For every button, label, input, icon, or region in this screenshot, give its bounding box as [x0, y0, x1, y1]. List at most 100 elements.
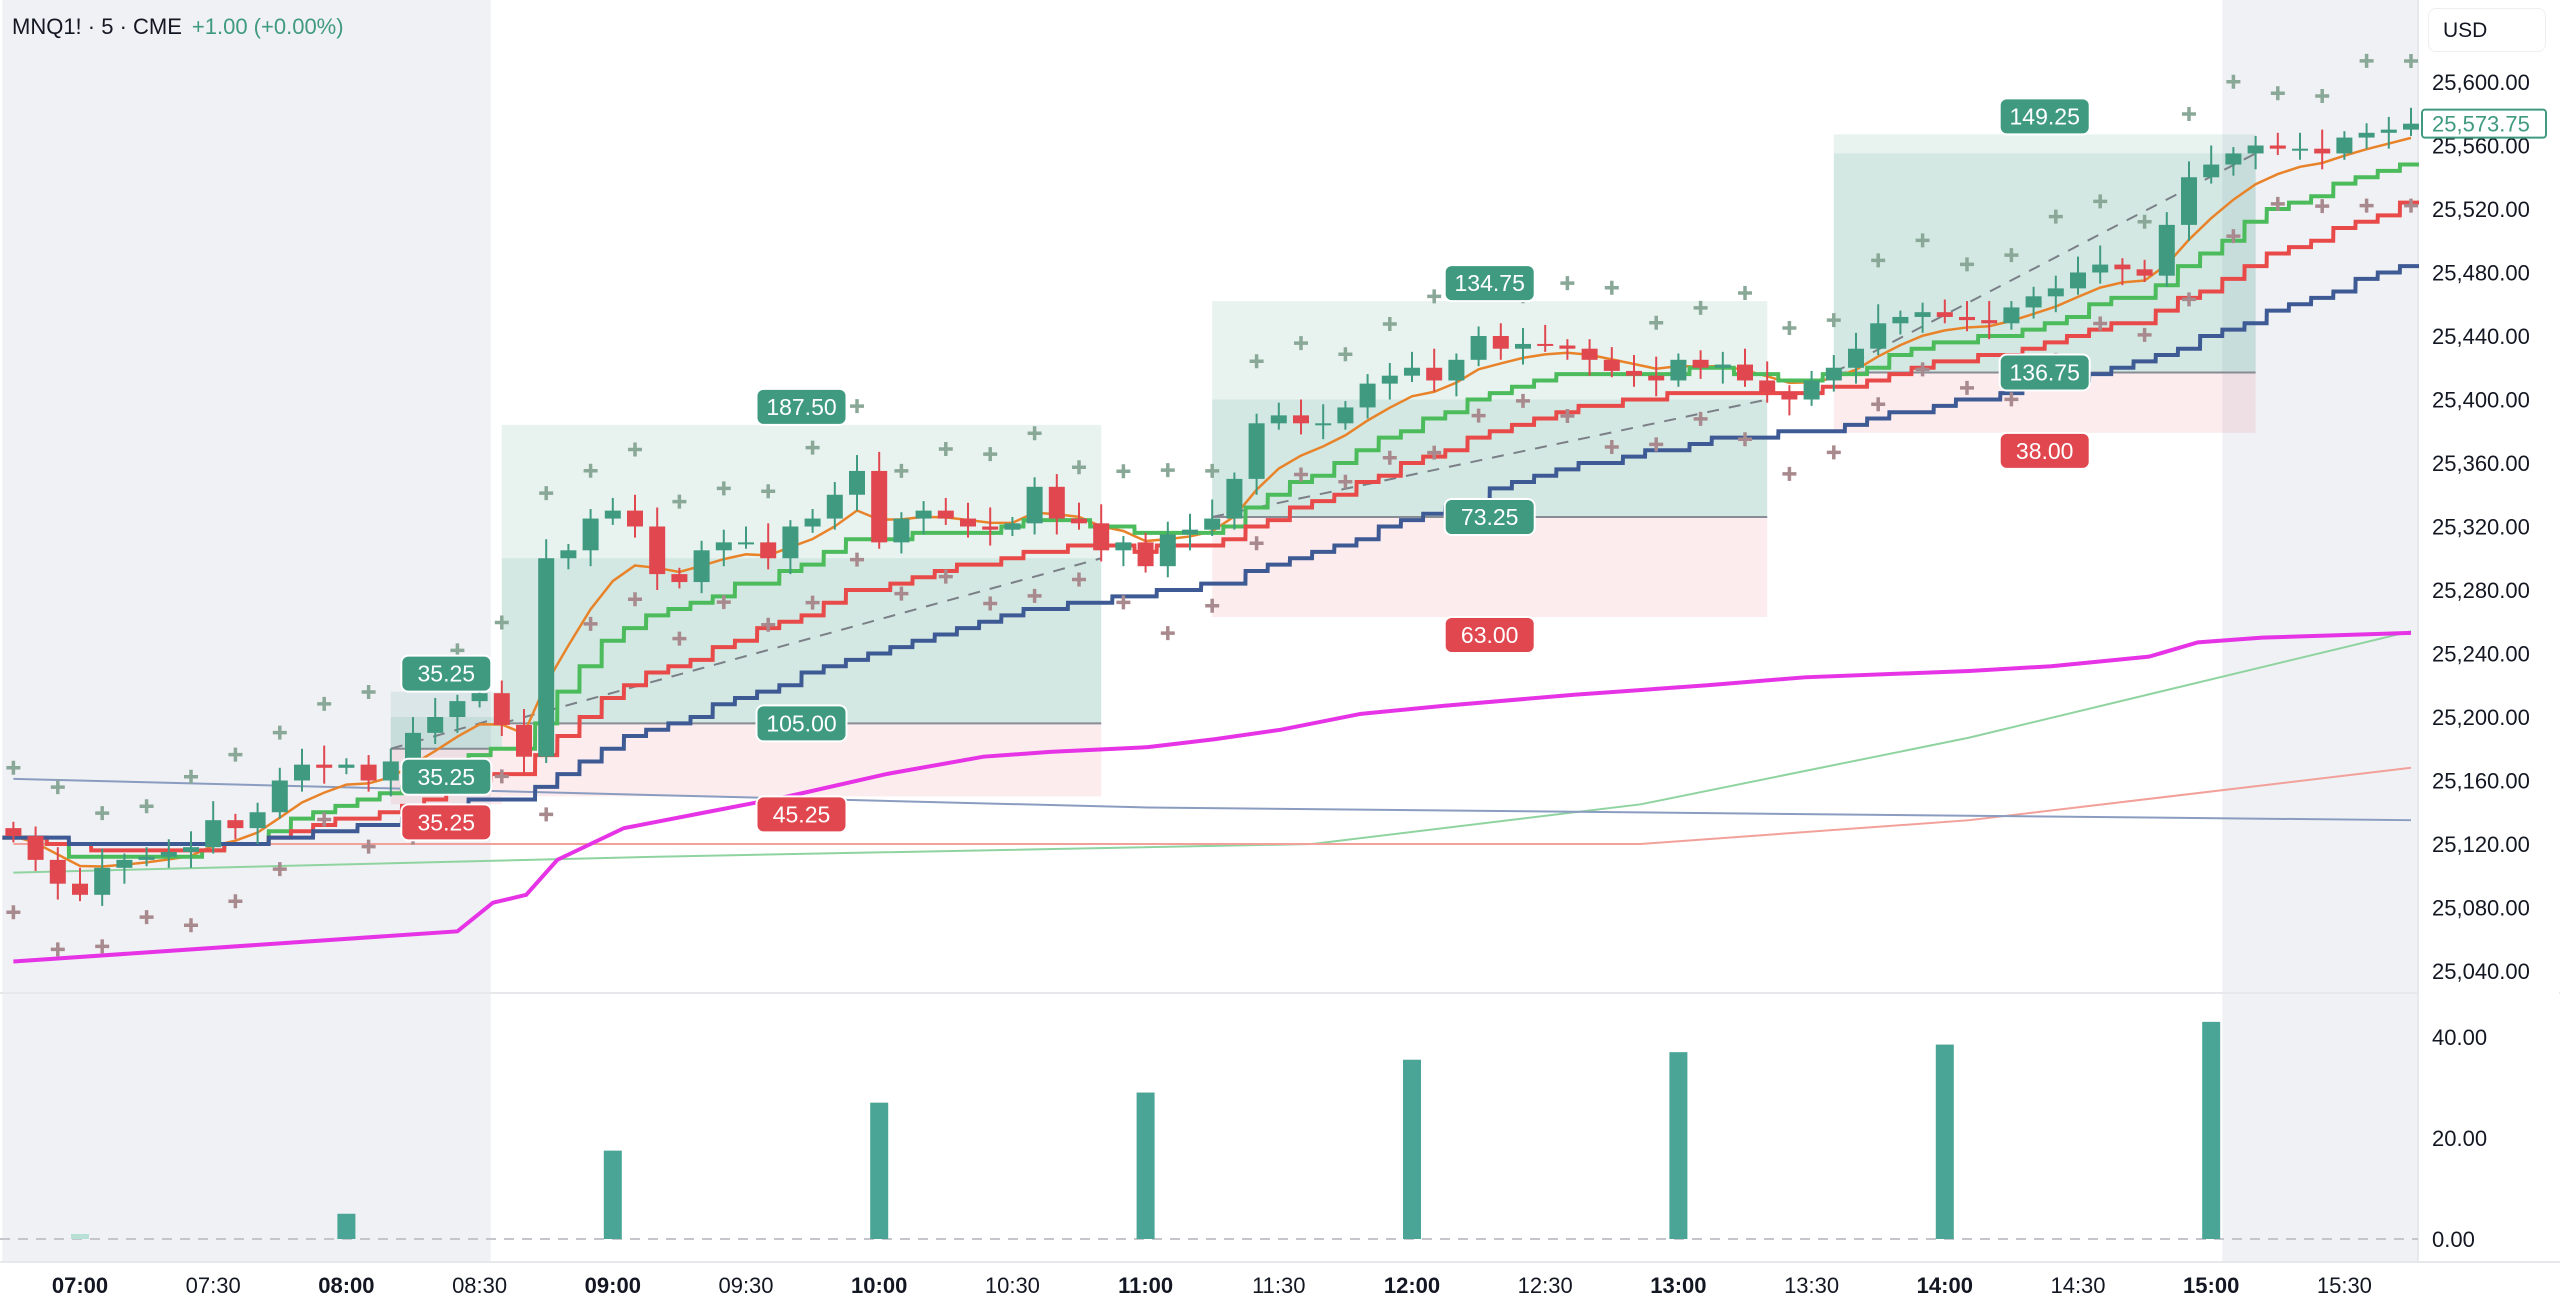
price-tick: 25,080.00: [2432, 896, 2530, 921]
last-price-box: [2421, 108, 2547, 139]
price-tick: 25,120.00: [2432, 832, 2530, 857]
stop-label-text: 38.00: [2016, 438, 2074, 464]
candle: [960, 502, 976, 538]
sar-cross-above: [1160, 463, 1175, 478]
sar-cross-above: [2359, 53, 2374, 68]
candle-body: [382, 761, 399, 781]
entry-label-bg: [1443, 497, 1536, 536]
candle: [715, 529, 732, 567]
entry-label-text: 35.25: [418, 764, 476, 790]
sar-cross-below: [1826, 445, 1841, 460]
sar-cross-above: [539, 486, 554, 501]
time-tick: 13:00: [1650, 1273, 1706, 1298]
candle: [1071, 502, 1087, 530]
stop-label-bg: [400, 803, 493, 842]
sar-cross-below: [805, 595, 820, 610]
candle: [1293, 399, 1309, 435]
candle: [649, 507, 666, 590]
candle-body: [2092, 264, 2109, 273]
sar-cross-below: [716, 595, 731, 610]
candle-body: [227, 820, 244, 829]
sar-cross-above: [938, 442, 953, 457]
volume-tick: 40.00: [2432, 1025, 2487, 1050]
candle: [27, 826, 44, 871]
candle: [738, 526, 754, 549]
target-label-text: 35.25: [418, 661, 476, 687]
candle: [1204, 499, 1221, 537]
volume-bar: [1403, 1059, 1421, 1239]
candle: [804, 509, 821, 533]
candle: [2092, 245, 2109, 284]
entry-label: 105.00: [755, 704, 848, 743]
candle-body: [826, 494, 843, 519]
candle-body: [138, 856, 155, 860]
candle-body: [671, 574, 688, 583]
candle: [1803, 370, 1820, 406]
volume-bar: [1935, 1044, 1954, 1239]
candle-body: [1959, 316, 1975, 321]
candle-body: [1270, 415, 1287, 424]
sar-cross-below: [494, 769, 509, 784]
candle-body: [1559, 345, 1576, 349]
sar-cross-below: [2404, 198, 2418, 213]
candle: [1692, 350, 1709, 379]
sar-cross-below: [1027, 588, 1042, 603]
position-box: [501, 424, 1102, 797]
candle: [1159, 521, 1176, 578]
sar-cross-above: [95, 806, 110, 821]
candle-body: [2070, 272, 2086, 289]
price-tick: 25,240.00: [2432, 642, 2530, 667]
sar-cross-above: [50, 780, 65, 795]
candle: [116, 853, 133, 884]
sar-cross-below: [2270, 196, 2285, 211]
price-tick: 25,280.00: [2432, 578, 2530, 603]
candle-body: [1381, 375, 1398, 384]
candle: [427, 697, 444, 744]
candle: [1137, 532, 1154, 573]
candle-body: [2203, 164, 2220, 178]
sar-cross-above: [184, 769, 198, 784]
long-moving-average: [13, 766, 2412, 845]
sar-cross-below: [583, 616, 598, 631]
sar-cross-above: [2226, 74, 2241, 89]
symbol-label[interactable]: MNQ1! · 5 · CME: [12, 14, 182, 39]
sar-cross-above: [272, 725, 287, 740]
sar-cross-above: [1604, 280, 1619, 295]
candle-body: [760, 542, 777, 559]
sar-cross-below: [2137, 327, 2152, 342]
sar-cross-above: [894, 463, 909, 478]
last-price-label: 25,573.75: [2432, 112, 2530, 137]
candle-body: [738, 542, 754, 545]
candle: [271, 767, 288, 819]
candle: [2403, 107, 2419, 136]
candle-body: [1626, 370, 1642, 376]
currency-button[interactable]: USD: [2428, 8, 2546, 52]
candle: [1559, 339, 1576, 360]
time-tick: 10:30: [985, 1273, 1040, 1298]
candle: [1093, 504, 1110, 562]
candle-body: [649, 526, 666, 575]
sar-cross-below: [1604, 440, 1619, 455]
entry-label-text: 136.75: [2010, 360, 2080, 386]
stop-label: 45.25: [755, 795, 848, 834]
candle: [316, 745, 333, 784]
sar-cross-above: [2048, 209, 2063, 224]
stop-label-bg: [1443, 615, 1536, 654]
target-label-bg: [1998, 97, 2091, 136]
candle-body: [1337, 407, 1354, 424]
sar-cross-below: [317, 812, 332, 827]
candle-body: [1537, 343, 1554, 346]
candle-body: [782, 526, 799, 559]
candle-body: [205, 820, 222, 848]
candle-body: [1803, 380, 1820, 400]
sar-cross-above: [761, 484, 776, 499]
sar-cross-below: [1160, 626, 1175, 641]
entry-label-bg: [755, 704, 848, 743]
target-label-text: 134.75: [1455, 270, 1525, 296]
candle-body: [2314, 148, 2331, 154]
candle: [1892, 310, 1909, 335]
candle: [49, 847, 66, 900]
sar-cross-below: [1205, 598, 1220, 613]
candle-body: [1248, 423, 1265, 479]
